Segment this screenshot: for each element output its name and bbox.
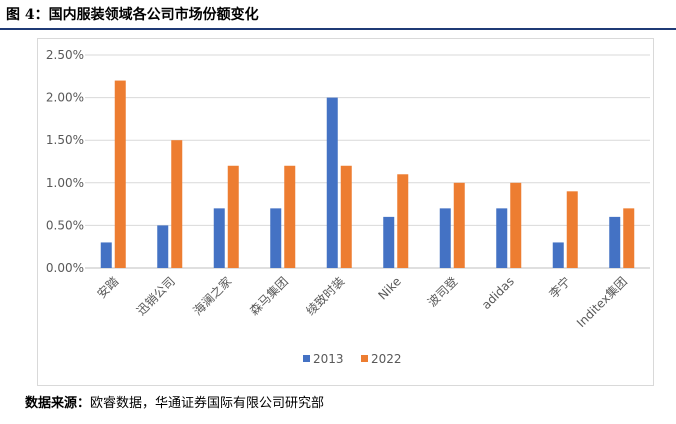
- bar-2013: [100, 242, 112, 268]
- chart-frame: 0.00% 0.50% 1.00% 1.50% 2.00% 2.50% 安踏 迅销公司 海澜之家…: [37, 38, 654, 386]
- x-tick-label: 迅销公司: [134, 274, 178, 318]
- bar-2013: [213, 208, 225, 268]
- x-tick-label: 海澜之家: [190, 274, 235, 319]
- legend-swatch: [303, 355, 310, 362]
- bar-2022: [623, 208, 635, 268]
- x-tick-label: Nike: [375, 274, 403, 302]
- bar-2022: [397, 174, 409, 268]
- bar-2013: [326, 97, 338, 268]
- bar-chart: 0.00% 0.50% 1.00% 1.50% 2.00% 2.50% 安踏 迅销公司 海澜之家…: [46, 48, 650, 366]
- figure-title: 图 4：国内服装领域各公司市场份额变化: [6, 4, 259, 24]
- bar-2013: [609, 216, 621, 268]
- bar-2022: [340, 165, 352, 268]
- bar-2022: [171, 140, 183, 268]
- legend-label: 2022: [371, 352, 402, 366]
- bar-2013: [383, 216, 395, 268]
- bar-2013: [270, 208, 282, 268]
- figure-title-text: 国内服装领域各公司市场份额变化: [48, 7, 259, 23]
- x-tick-label: Inditex集团: [573, 274, 630, 331]
- y-tick-label: 1.00%: [46, 176, 84, 190]
- y-tick-label: 2.50%: [46, 48, 84, 62]
- legend-label: 2013: [313, 352, 344, 366]
- source-note: 数据来源：欧睿数据，华通证券国际有限公司研究部: [25, 392, 324, 411]
- bar-2013: [439, 208, 451, 268]
- bar-2022: [227, 165, 239, 268]
- x-tick-label: 波司登: [424, 274, 460, 310]
- legend-swatch: [361, 355, 368, 362]
- y-tick-label: 0.00%: [46, 261, 84, 275]
- source-text: 欧睿数据，华通证券国际有限公司研究部: [90, 396, 325, 411]
- x-tick-label: 森马集团: [246, 274, 291, 319]
- bar-2013: [496, 208, 508, 268]
- x-tick-label: adidas: [479, 274, 517, 312]
- bar-2013: [552, 242, 564, 268]
- bar-2022: [510, 182, 522, 268]
- bar-2022: [453, 182, 465, 268]
- x-tick-label: 李宁: [546, 274, 574, 302]
- bar-2022: [566, 191, 578, 268]
- y-tick-label: 2.00%: [46, 91, 84, 105]
- x-tick-label: 绫致时装: [304, 274, 348, 318]
- source-label: 数据来源：: [25, 396, 91, 411]
- bar-2013: [157, 225, 169, 268]
- y-tick-label: 1.50%: [46, 133, 84, 147]
- figure-title-prefix: 图 4：: [6, 7, 49, 23]
- x-tick-label: 安踏: [94, 274, 122, 302]
- title-rule: [0, 28, 676, 30]
- bar-2022: [284, 165, 296, 268]
- bar-2022: [114, 80, 126, 268]
- y-tick-label: 0.50%: [46, 218, 84, 232]
